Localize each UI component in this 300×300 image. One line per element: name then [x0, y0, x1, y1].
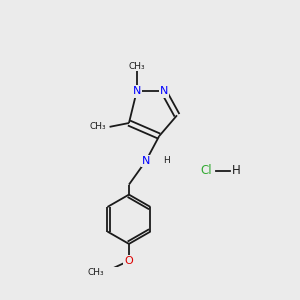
Text: Cl: Cl: [201, 164, 212, 177]
Text: N: N: [133, 86, 141, 96]
Text: N: N: [142, 156, 150, 166]
Text: CH₃: CH₃: [88, 268, 104, 277]
Text: O: O: [124, 256, 133, 266]
Text: N: N: [160, 86, 168, 96]
Text: H: H: [232, 164, 240, 177]
Text: H: H: [163, 156, 170, 165]
Text: CH₃: CH₃: [89, 122, 106, 131]
Text: CH₃: CH₃: [128, 61, 145, 70]
